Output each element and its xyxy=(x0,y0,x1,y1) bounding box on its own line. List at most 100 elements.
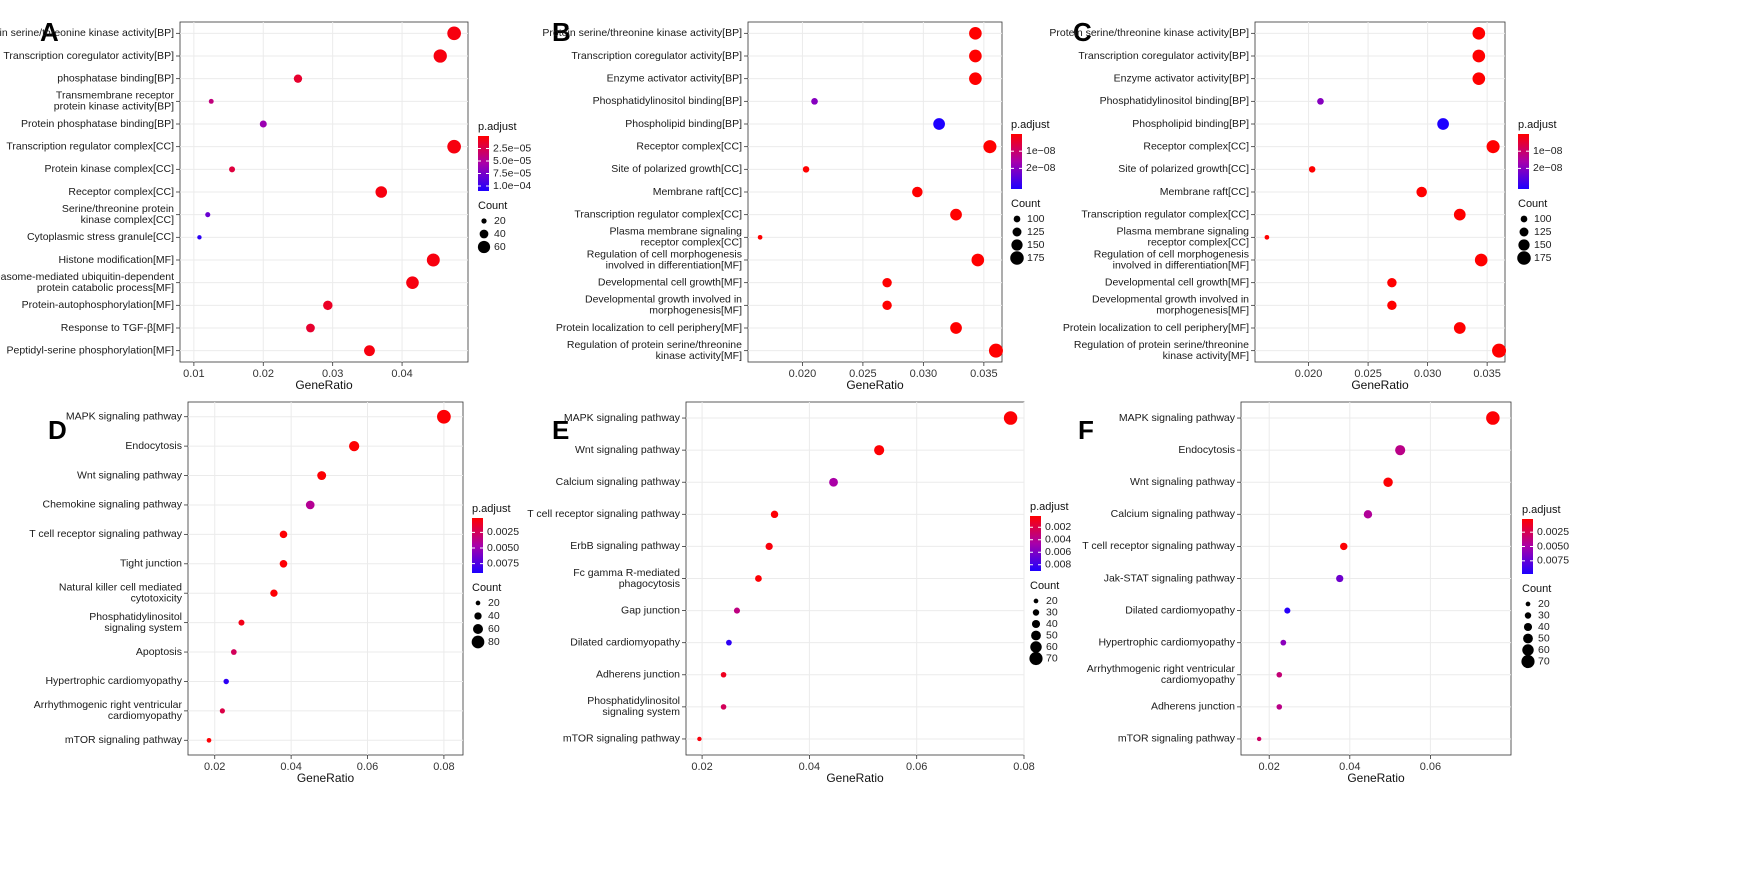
data-point xyxy=(375,186,388,198)
y-category-label-line: Transcription regulator complex[CC] xyxy=(574,208,742,220)
colorbar-tick-label: 2e−08 xyxy=(1533,162,1563,174)
legend-size-dot xyxy=(1525,601,1531,607)
data-point xyxy=(1256,736,1262,742)
x-tick-label: 0.06 xyxy=(1420,761,1441,773)
y-category-label: Dilated cardiomyopathy xyxy=(570,636,680,648)
data-point xyxy=(426,253,440,267)
x-axis-title: GeneRatio xyxy=(826,771,884,785)
y-category-label: Receptor complex[CC] xyxy=(1143,140,1249,152)
colorbar-tick-label: 0.0025 xyxy=(1537,526,1569,538)
data-point xyxy=(1395,445,1406,456)
colorbar-tick-label: 1.0e−04 xyxy=(493,180,531,192)
legend-size-label: 125 xyxy=(1027,226,1045,238)
y-category-label-line: Protein localization to cell periphery[M… xyxy=(1063,322,1249,334)
legend-size-title: Count xyxy=(1522,583,1551,595)
legend-size-dot xyxy=(1031,630,1041,641)
y-category-label-line: Fc gamma R-mediated xyxy=(573,567,680,579)
y-category-label-line: Dilated cardiomyopathy xyxy=(1125,604,1235,616)
y-category-label: Transcription coregulator activity[BP] xyxy=(571,50,742,62)
x-axis-title: GeneRatio xyxy=(297,771,355,785)
y-category-label: Protein kinase complex[CC] xyxy=(44,163,174,175)
y-category-label: Membrane raft[CC] xyxy=(1160,186,1249,198)
legend-size-dot xyxy=(1010,251,1024,265)
y-category-label: Receptor complex[CC] xyxy=(636,140,742,152)
y-category-label-line: Protein localization to cell periphery[M… xyxy=(556,322,742,334)
legend-size-title: Count xyxy=(1011,198,1040,210)
y-category-label-line: Developmental growth involved in xyxy=(1092,294,1249,306)
y-category-label-line: protein kinase activity[BP] xyxy=(54,101,174,113)
data-point xyxy=(197,235,202,240)
panel-letter: F xyxy=(1078,415,1094,445)
y-category-label-line: kinase activity[MF] xyxy=(1163,350,1249,362)
data-point xyxy=(1387,300,1397,311)
y-category-label-line: Serine/threonine protein xyxy=(62,203,174,215)
data-point xyxy=(406,276,419,289)
y-category-label: Developmental growth involved in morphoge… xyxy=(1092,294,1249,317)
y-category-label-line: MAPK signaling pathway xyxy=(66,410,183,422)
y-category-label: MAPK signaling pathway xyxy=(564,412,681,424)
panel-b: B 0.020 0.025 0.030 0.035 GeneRatio Protein se… xyxy=(542,17,1055,392)
x-tick-label: 0.08 xyxy=(433,761,454,773)
y-category-label-line: Calcium signaling pathway xyxy=(1111,508,1236,520)
data-point xyxy=(349,440,360,452)
data-point xyxy=(447,139,461,154)
panel-letter: E xyxy=(552,415,569,445)
legend-size-dot xyxy=(1029,651,1043,666)
panel-letter: A xyxy=(40,17,59,47)
y-category-label-line: Phosphatidylinositol binding[BP] xyxy=(1100,95,1250,107)
data-point xyxy=(1383,477,1393,487)
data-point xyxy=(1492,343,1507,358)
y-category-label: Regulation of protein serine/threonine ki… xyxy=(1074,339,1249,362)
y-category-label-line: Membrane raft[CC] xyxy=(1160,186,1249,198)
legend-size-dot xyxy=(474,612,482,620)
y-category-label-line: Phosphatidylinositol binding[BP] xyxy=(593,95,743,107)
y-category-label-line: Phospholipid binding[BP] xyxy=(625,118,742,130)
y-category-label-line: Peptidyl-serine phosphorylation[MF] xyxy=(7,344,175,356)
data-point xyxy=(933,118,945,130)
y-category-label: Receptor complex[CC] xyxy=(68,186,174,198)
legend-size-dot xyxy=(1522,644,1534,656)
data-point xyxy=(279,530,288,539)
data-point xyxy=(205,212,211,218)
data-point xyxy=(969,49,982,63)
x-tick-label: 0.02 xyxy=(1258,761,1279,773)
data-point xyxy=(950,208,962,221)
y-category-label-line: Receptor complex[CC] xyxy=(636,140,742,152)
legend-size-label: 20 xyxy=(494,215,506,227)
data-point xyxy=(811,97,818,105)
y-category-label-line: Cytoplasmic stress granule[CC] xyxy=(27,231,174,243)
legend-size-label: 60 xyxy=(1046,641,1058,653)
y-category-label-line: Developmental growth involved in xyxy=(585,294,742,306)
y-category-label: Jak-STAT signaling pathway xyxy=(1104,572,1236,584)
data-point xyxy=(1486,411,1500,425)
data-point xyxy=(882,277,892,288)
y-category-label: Proteasome-mediated ubiquitin-dependentp… xyxy=(0,271,174,294)
panel-letter: C xyxy=(1073,17,1092,47)
y-category-label-line: T cell receptor signaling pathway xyxy=(29,528,182,540)
y-category-label: Protein serine/threonine kinase activity… xyxy=(542,27,742,39)
y-category-label: Developmental cell growth[MF] xyxy=(598,276,742,288)
data-point xyxy=(1416,186,1427,198)
y-category-label-line: T cell receptor signaling pathway xyxy=(527,508,680,520)
panel-e: E 0.02 0.04 0.06 0.08 GeneRatio MAPK signaling… xyxy=(527,401,1071,785)
legend-size-label: 40 xyxy=(488,610,500,622)
y-category-label: Enzyme activator activity[BP] xyxy=(1114,72,1249,84)
data-point xyxy=(1276,704,1283,710)
legend-size-label: 100 xyxy=(1027,213,1045,225)
y-category-label-line: Regulation of protein serine/threonine xyxy=(1074,339,1249,351)
legend-size-dot xyxy=(1013,215,1021,223)
y-category-label-line: Proteasome-mediated ubiquitin-dependent xyxy=(0,271,174,283)
x-tick-label: 0.02 xyxy=(253,368,274,380)
y-category-label: Transcription regulator complex[CC] xyxy=(574,208,742,220)
legend-color-title: p.adjust xyxy=(1030,501,1069,513)
data-point xyxy=(1453,208,1466,221)
legend-size-label: 125 xyxy=(1534,226,1552,238)
data-point xyxy=(971,253,985,267)
legend-size-label: 175 xyxy=(1027,252,1045,264)
y-category-label-line: Hypertrophic cardiomyopathy xyxy=(45,675,182,687)
y-category-label-line: Response to TGF-β[MF] xyxy=(61,322,174,334)
y-category-label-line: cardiomyopathy xyxy=(1161,674,1236,686)
colorbar xyxy=(1518,134,1529,189)
legend-size-dot xyxy=(1030,641,1042,653)
